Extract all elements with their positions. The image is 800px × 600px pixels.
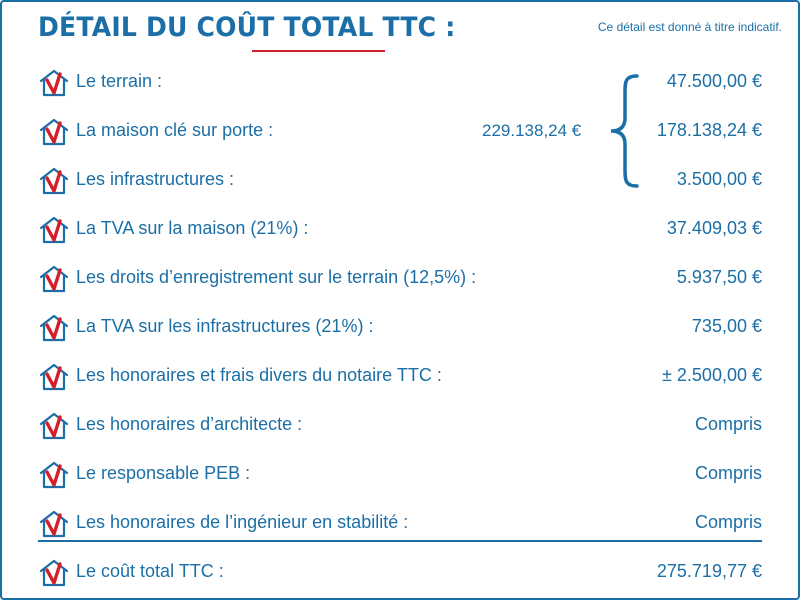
total-row: Le coût total TTC : 275.719,77 € [0, 558, 800, 598]
total-value: 275.719,77 € [656, 561, 762, 581]
cost-row-tva-infrastructures: La TVA sur les infrastructures (21%) : 7… [0, 313, 800, 353]
total-divider [38, 540, 762, 542]
total-label: Le coût total TTC : [76, 561, 224, 581]
curly-brace-icon [610, 74, 639, 188]
cost-value: Compris [694, 512, 762, 532]
cost-label: Les honoraires d’architecte : [76, 414, 303, 434]
cost-label: La maison clé sur porte : [76, 120, 274, 140]
cost-label: La TVA sur la maison (21%) : [76, 218, 309, 238]
cost-label: Les honoraires et frais divers du notair… [76, 365, 442, 385]
cost-value: 178.138,24 € [656, 120, 762, 140]
cost-value: 3.500,00 € [676, 169, 762, 189]
cost-row-notaire: Les honoraires et frais divers du notair… [0, 362, 800, 402]
group-subtotal: 229.138,24 € [482, 121, 582, 140]
cost-label: Les honoraires de l’ingénieur en stabili… [76, 512, 409, 532]
cost-label: Le responsable PEB : [76, 463, 251, 483]
cost-row-peb: Le responsable PEB : Compris [0, 460, 800, 500]
cost-value: 37.409,03 € [666, 218, 762, 238]
house-check-icon [39, 314, 69, 342]
title-underline [252, 50, 385, 52]
cost-label: Les droits d’enregistrement sur le terra… [76, 267, 477, 287]
house-check-icon [39, 461, 69, 489]
house-check-icon [39, 412, 69, 440]
cost-value: Compris [694, 463, 762, 483]
title-part-1: DÉTAIL DU COÛT [38, 12, 284, 43]
cost-row-tva-maison: La TVA sur la maison (21%) : 37.409,03 € [0, 215, 800, 255]
cost-row-architecte: Les honoraires d’architecte : Compris [0, 411, 800, 451]
cost-label: Les infrastructures : [76, 169, 235, 189]
cost-label: Le terrain : [76, 71, 163, 91]
cost-row-droits-enregistrement: Les droits d’enregistrement sur le terra… [0, 264, 800, 304]
house-check-icon [39, 265, 69, 293]
cost-value: Compris [694, 414, 762, 434]
cost-row-maison: La maison clé sur porte : 178.138,24 € [0, 117, 800, 157]
house-check-icon [39, 363, 69, 391]
cost-value: 735,00 € [691, 316, 762, 336]
house-check-icon [39, 510, 69, 538]
cost-row-infrastructures: Les infrastructures : 3.500,00 € [0, 166, 800, 206]
cost-value: 47.500,00 € [666, 71, 762, 91]
disclaimer-note: Ce détail est donné à titre indicatif. [597, 20, 782, 34]
page-title: DÉTAIL DU COÛT TOTAL TTC : [38, 12, 455, 43]
house-check-icon [39, 167, 69, 195]
cost-value: ± 2.500,00 € [662, 365, 762, 385]
cost-value: 5.937,50 € [676, 267, 762, 287]
house-check-icon [39, 216, 69, 244]
cost-row-terrain: Le terrain : 47.500,00 € [0, 68, 800, 108]
title-part-2: TOTAL TTC : [283, 12, 456, 43]
house-check-icon [39, 559, 69, 587]
house-check-icon [39, 118, 69, 146]
cost-label: La TVA sur les infrastructures (21%) : [76, 316, 374, 336]
house-check-icon [39, 69, 69, 97]
cost-row-ingenieur: Les honoraires de l’ingénieur en stabili… [0, 509, 800, 549]
